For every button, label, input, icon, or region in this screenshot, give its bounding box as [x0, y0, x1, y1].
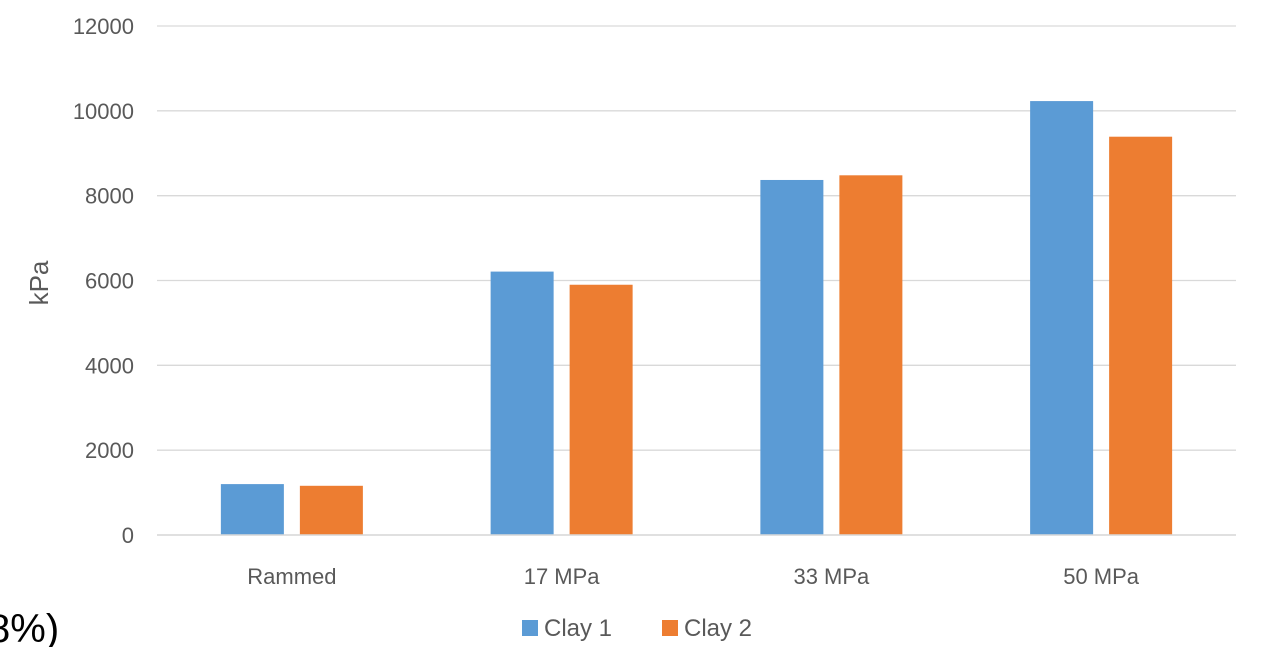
bar-1-3 — [760, 179, 824, 535]
x-tick-label-4: 50 MPa — [1063, 564, 1140, 589]
x-tick-label-2: 17 MPa — [524, 564, 601, 589]
x-tick-label-1: Rammed — [247, 564, 336, 589]
bar-1-4 — [1030, 101, 1094, 535]
y-tick-label-4000: 4000 — [85, 353, 134, 378]
y-tick-label-6000: 6000 — [85, 269, 134, 294]
bar-1-2 — [490, 271, 554, 535]
bars — [157, 101, 1236, 536]
y-axis-title: kPa — [24, 260, 54, 305]
y-tick-label-8000: 8000 — [85, 184, 134, 209]
legend-swatch-2 — [662, 620, 678, 636]
x-tick-label-3: 33 MPa — [793, 564, 870, 589]
bar-2-3 — [839, 175, 903, 535]
x-tick-labels: Rammed 17 MPa 33 MPa 50 MPa — [247, 564, 1140, 589]
bar-1-1 — [220, 484, 284, 535]
y-tick-label-0: 0 — [122, 523, 134, 548]
legend-swatch-1 — [522, 620, 538, 636]
bar-2-2 — [569, 284, 633, 535]
y-tick-label-10000: 10000 — [73, 99, 134, 124]
bar-2-4 — [1109, 136, 1173, 535]
gridlines — [157, 25, 1236, 536]
bar-2-1 — [299, 485, 363, 535]
y-tick-label-2000: 2000 — [85, 438, 134, 463]
y-tick-label-12000: 12000 — [73, 14, 134, 39]
legend-label-2: Clay 2 — [684, 615, 752, 642]
clipped-fragment-text: 8%) — [0, 607, 59, 647]
legend: Clay 1 Clay 2 — [522, 615, 752, 642]
legend-label-1: Clay 1 — [544, 615, 612, 642]
y-tick-labels: 0 2000 4000 6000 8000 10000 12000 — [73, 14, 134, 548]
